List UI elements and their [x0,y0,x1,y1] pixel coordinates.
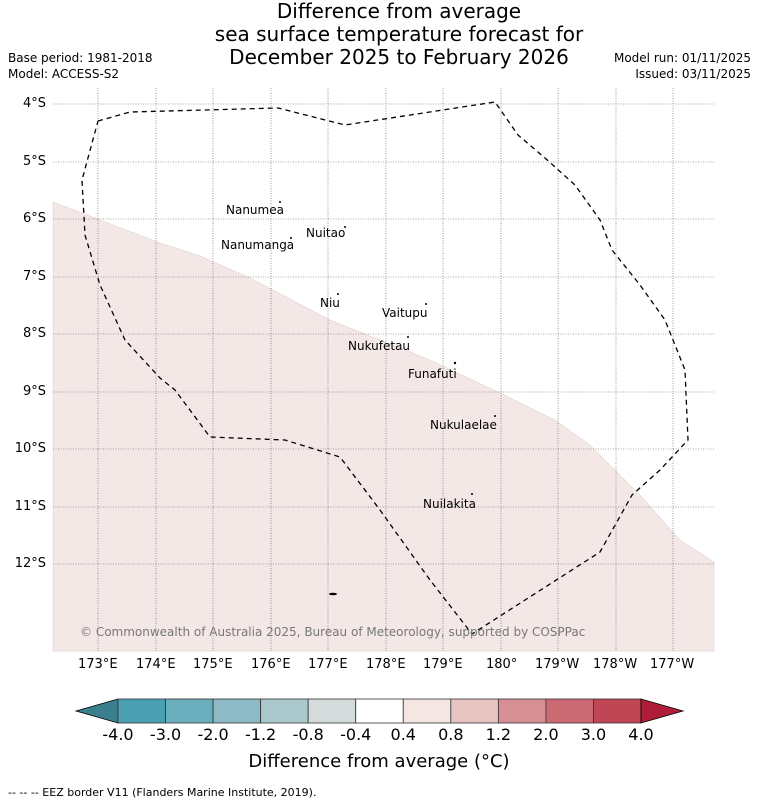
model-name: Model: ACCESS-S2 [8,67,120,81]
title-line-1: Difference from average [276,0,522,23]
colorbar-tick-label: -0.8 [292,725,324,744]
colorbar-label: Difference from average (°C) [248,751,510,772]
colorbar-tick-label: -0.4 [340,725,372,744]
colorbar-extend-high [640,698,685,724]
lat-label: 8°S [22,326,46,341]
island-label-funafuti: Funafuti [408,367,457,381]
island-label-niu: Niu [320,296,340,310]
colorbar-bin [117,698,166,724]
lon-label: 175°E [193,657,233,672]
lon-label: 173°E [78,657,118,672]
title-line-2: sea surface temperature forecast for [214,22,584,46]
eez-border [81,101,689,635]
lat-label: 7°S [22,269,46,284]
island-label-nanumanga: Nanumanga [221,238,295,252]
lat-label: 12°S [14,556,46,571]
lon-label: 179°E [423,657,463,672]
copyright-notice: © Commonwealth of Australia 2025, Bureau… [80,625,586,639]
colorbar-bin [355,698,404,724]
lon-label: 180° [486,657,518,672]
colorbar-bin [307,698,357,724]
lon-label: 176°E [251,657,291,672]
colorbar-tick-label: -1.2 [245,725,277,744]
lat-label: 9°S [22,384,46,399]
colorbar-tick-label: -4.0 [102,725,134,744]
island-label-vaitupu: Vaitupu [382,306,428,320]
island-label-nanumea: Nanumea [226,203,284,217]
lon-label: 177°W [650,657,695,672]
colorbar-extend-low [74,698,119,724]
graticule [53,88,714,651]
colorbar-tick-label: -2.0 [197,725,229,744]
island-label-nukulaelae: Nukulaelae [430,418,497,432]
lon-label: 177°E [308,657,348,672]
colorbar-tick-label: 0.8 [438,725,464,744]
base-period: Base period: 1981-2018 [8,51,153,65]
island-label-nuitao: Nuitao [306,226,346,240]
lat-label: 11°S [14,499,46,514]
lon-label: 178°E [366,657,406,672]
colorbar-tick-label: -3.0 [149,725,182,744]
issued-date: Issued: 03/11/2025 [635,67,751,81]
colorbar-bin [165,698,214,724]
eez-legend: -- -- -- EEZ border V11 (Flanders Marine… [8,786,317,799]
colorbar-bin [402,698,452,724]
lon-label: 179°W [535,657,580,672]
colorbar-tick-label: 2.0 [533,725,559,744]
colorbar-bin [593,698,642,724]
title-line-3: December 2025 to February 2026 [229,45,569,69]
model-run: Model run: 01/11/2025 [613,51,751,65]
lon-label: 178°W [593,657,638,672]
lat-label: 10°S [14,441,46,456]
colorbar-bin [450,698,499,724]
colorbar-tick-label: 1.2 [485,725,512,744]
colorbar-bin [260,698,309,724]
island-label-nukufetau: Nukufetau [348,339,411,353]
colorbar-bin [545,698,594,724]
island-label-nuilakita: Nuilakita [423,497,476,511]
anomaly-region [52,201,715,652]
lat-label: 5°S [22,154,46,169]
colorbar-tick-label: 4.0 [628,725,654,744]
lon-label: 174°E [136,657,176,672]
lat-label: 6°S [22,211,46,226]
lat-label: 4°S [22,96,46,111]
island-markers [279,201,496,596]
colorbar-bin [212,698,262,724]
colorbar-tick-label: 3.0 [580,725,607,744]
colorbar-tick-label: 0.4 [390,725,416,744]
colorbar-bin [497,698,547,724]
